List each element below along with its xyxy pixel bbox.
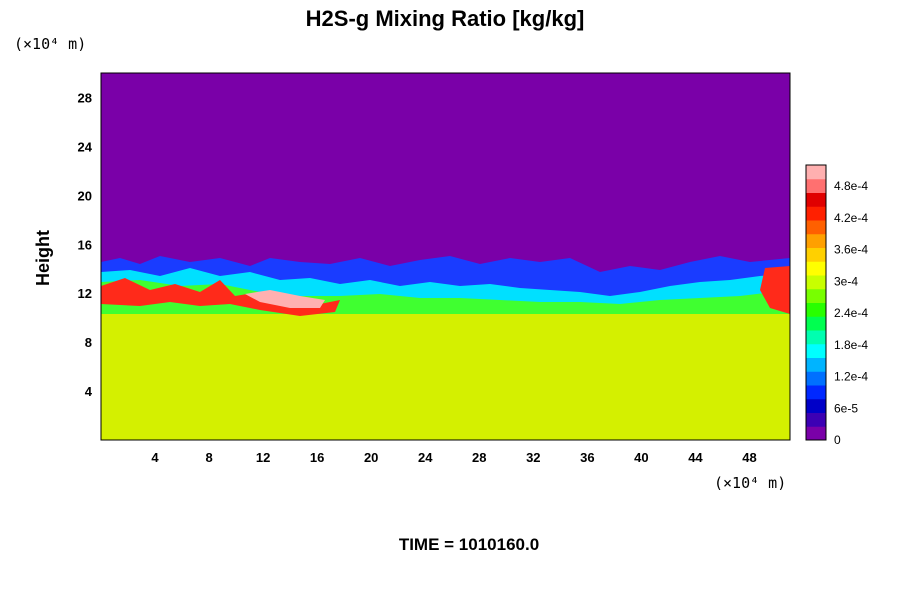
- colorbar-tick-label: 0: [834, 433, 841, 447]
- plot-area: [100, 72, 791, 441]
- colorbar-swatch: [806, 192, 826, 207]
- x-axis-ticks: 4 8 12 16 20 24 28 32 36 40 44 48: [151, 450, 756, 465]
- y-tick-label: 20: [78, 188, 92, 203]
- colorbar-swatch: [806, 343, 826, 358]
- colorbar-swatch: [806, 247, 826, 262]
- colorbar-tick-label: 6e-5: [834, 401, 858, 415]
- interface-pink-patch: [245, 290, 325, 308]
- colorbar-swatch: [806, 288, 826, 303]
- colorbar-tick-label: 2.4e-4: [834, 306, 868, 320]
- y-tick-label: 4: [85, 384, 93, 399]
- x-tick-label: 28: [472, 450, 486, 465]
- colorbar-ticks: 0 6e-5 1.2e-4 1.8e-4 2.4e-4 3e-4 3.6e-4 4.2e-4 4…: [834, 179, 868, 447]
- colorbar-swatch: [806, 165, 826, 180]
- colorbar-swatch: [806, 302, 826, 317]
- colorbar-tick-label: 1.2e-4: [834, 370, 868, 384]
- y-tick-label: 16: [78, 237, 92, 252]
- x-tick-label: 32: [526, 450, 540, 465]
- y-tick-label: 12: [78, 286, 92, 301]
- x-tick-label: 48: [742, 450, 756, 465]
- chart-title: H2S-g Mixing Ratio [kg/kg]: [306, 6, 585, 31]
- y-axis-label: Height: [33, 230, 53, 286]
- y-tick-label: 28: [78, 90, 92, 105]
- colorbar-swatch: [806, 426, 826, 441]
- colorbar-swatch: [806, 206, 826, 221]
- x-tick-label: 24: [418, 450, 433, 465]
- colorbar-swatch: [806, 385, 826, 400]
- y-tick-label: 8: [85, 335, 92, 350]
- time-label: TIME = 1010160.0: [399, 535, 539, 554]
- colorbar-frame: [805, 164, 827, 441]
- colorbar-swatch: [806, 178, 826, 193]
- colorbar-tick-label: 4.8e-4: [834, 179, 868, 193]
- y-axis-ticks: 4 8 12 16 20 24 28: [78, 90, 93, 399]
- colorbar-swatch: [806, 316, 826, 331]
- right-red-patch: [760, 266, 790, 314]
- colorbar-swatch: [806, 371, 826, 386]
- colorbar-swatch: [806, 261, 826, 276]
- interface-red-band: [101, 278, 340, 316]
- x-tick-label: 44: [688, 450, 703, 465]
- colorbar-tick-label: 1.8e-4: [834, 338, 868, 352]
- plot-frame: [100, 72, 791, 441]
- colorbar: 0 6e-5 1.2e-4 1.8e-4 2.4e-4 3e-4 3.6e-4 4.2e-4 4…: [805, 164, 868, 447]
- x-unit-label: (×10⁴ m): [714, 474, 786, 492]
- x-tick-label: 4: [151, 450, 159, 465]
- colorbar-swatch: [806, 275, 826, 290]
- x-tick-label: 40: [634, 450, 648, 465]
- colorbar-swatches: [806, 165, 826, 441]
- colorbar-swatch: [806, 220, 826, 235]
- colorbar-swatch: [806, 412, 826, 427]
- x-tick-label: 20: [364, 450, 378, 465]
- y-unit-label: (×10⁴ m): [14, 35, 86, 53]
- y-tick-label: 24: [78, 139, 93, 154]
- colorbar-tick-label: 3e-4: [834, 274, 858, 288]
- x-tick-label: 12: [256, 450, 270, 465]
- x-tick-label: 8: [205, 450, 212, 465]
- x-tick-label: 16: [310, 450, 324, 465]
- colorbar-swatch: [806, 233, 826, 248]
- colorbar-tick-label: 3.6e-4: [834, 243, 868, 257]
- lower-field-region: [101, 300, 790, 440]
- colorbar-swatch: [806, 357, 826, 372]
- colorbar-swatch: [806, 398, 826, 413]
- x-tick-label: 36: [580, 450, 594, 465]
- colorbar-tick-label: 4.2e-4: [834, 211, 868, 225]
- colorbar-swatch: [806, 330, 826, 345]
